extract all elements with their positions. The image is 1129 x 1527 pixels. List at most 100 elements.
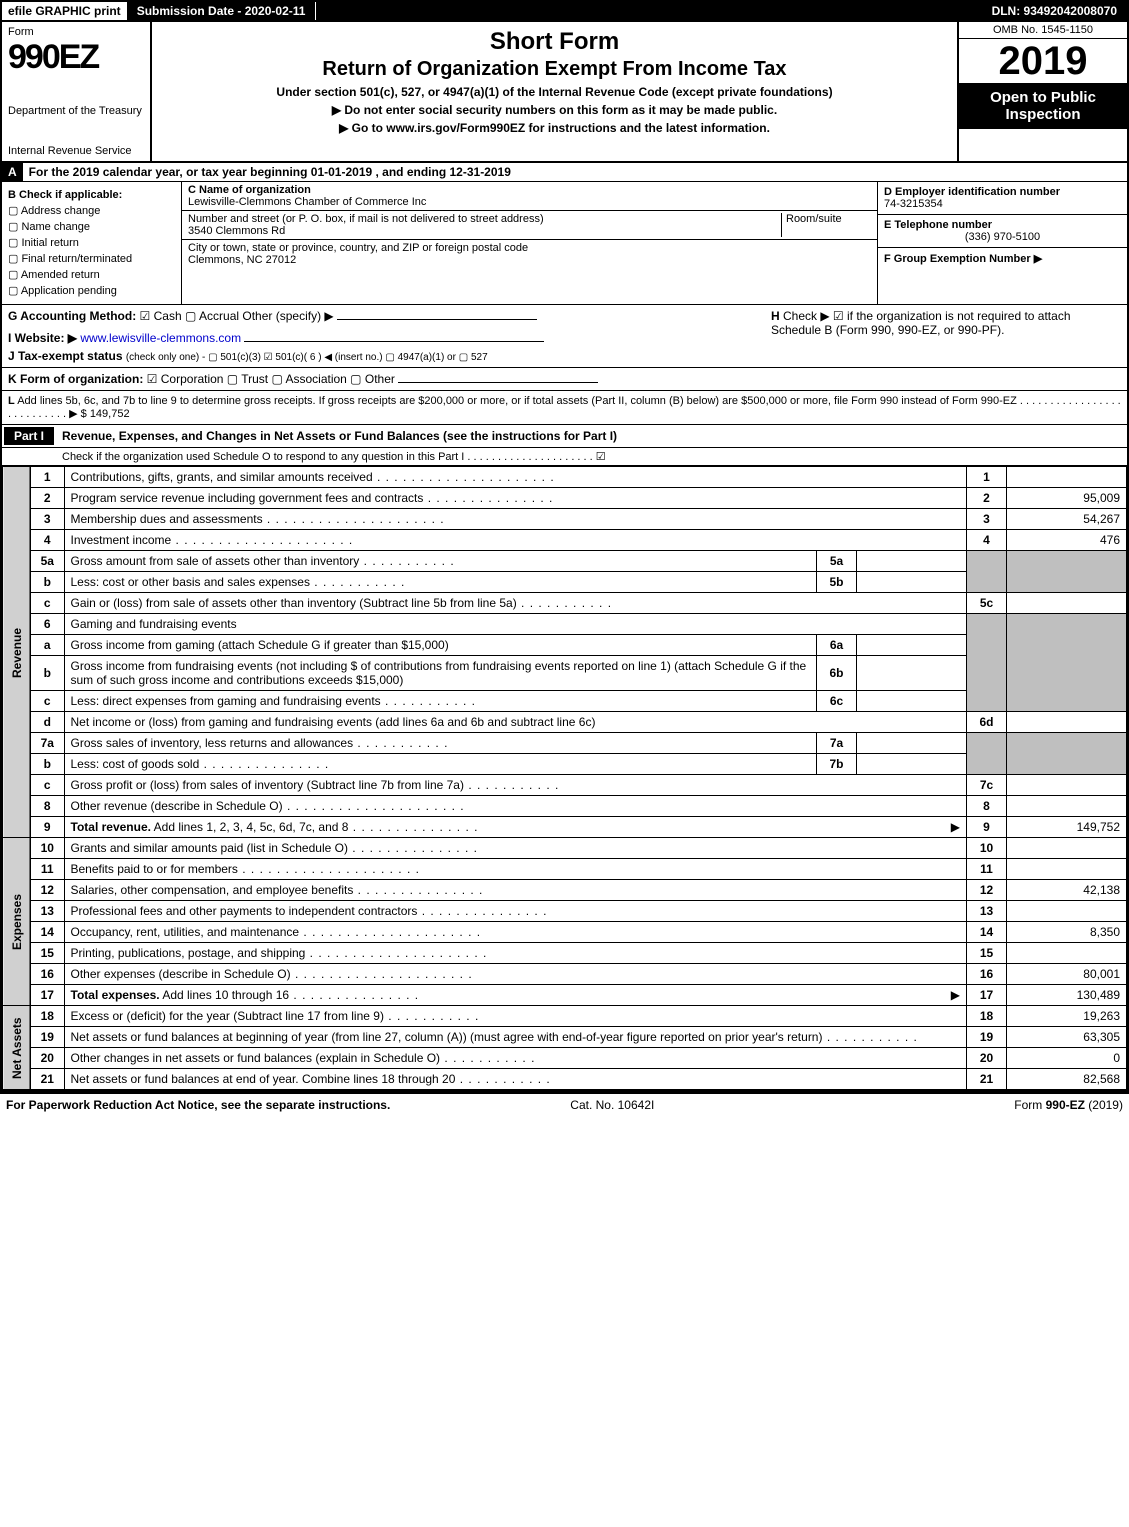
ln-19: 19 [30,1027,64,1048]
ln-5b: b [30,572,64,593]
website-link[interactable]: www.lewisville-clemmons.com [80,331,241,345]
ln-3-n: 3 [967,509,1007,530]
ln-13-text: Professional fees and other payments to … [71,904,548,918]
row-l: L Add lines 5b, 6c, and 7b to line 9 to … [2,391,1127,425]
ln-6c-sv [857,691,967,712]
room-suite: Room/suite [781,213,871,237]
ln-6a: a [30,635,64,656]
ln-21: 21 [30,1069,64,1090]
chk-name[interactable]: Name change [8,220,175,233]
ln-21-v: 82,568 [1007,1069,1127,1090]
ln-8-n: 8 [967,796,1007,817]
ln-7a-text: Gross sales of inventory, less returns a… [71,736,449,750]
ln-11: 11 [30,859,64,880]
entity-block: B Check if applicable: Address change Na… [2,182,1127,305]
ln-14-v: 8,350 [1007,922,1127,943]
ln-6d-v [1007,712,1127,733]
ln-18: 18 [30,1006,64,1027]
k-text: ☑ Corporation ▢ Trust ▢ Association ▢ Ot… [147,372,395,386]
chk-address[interactable]: Address change [8,204,175,217]
ln-13-v [1007,901,1127,922]
ln-13: 13 [30,901,64,922]
g-accrual[interactable]: Accrual [185,309,239,323]
open-public: Open to Public Inspection [959,83,1127,129]
l-text: Add lines 5b, 6c, and 7b to line 9 to de… [8,395,1121,420]
ln-14-text: Occupancy, rent, utilities, and maintena… [71,925,482,939]
boxes-def: D Employer identification number 74-3215… [877,182,1127,304]
side-revenue: Revenue [3,467,31,838]
ln-7a-sub: 7a [817,733,857,754]
chk-pending[interactable]: Application pending [8,284,175,297]
ln-6-text: Gaming and fundraising events [64,614,967,635]
ln-9-bold: Total revenue. [71,820,151,834]
ln-6a-text: Gross income from gaming (attach Schedul… [64,635,817,656]
ln-12: 12 [30,880,64,901]
ln-15-v [1007,943,1127,964]
ln-21-n: 21 [967,1069,1007,1090]
shade-5 [967,551,1007,593]
ln-16-v: 80,001 [1007,964,1127,985]
form-number: 990EZ [8,38,144,77]
ln-13-n: 13 [967,901,1007,922]
ln-19-n: 19 [967,1027,1007,1048]
l-label: L [8,395,15,407]
ln-4-n: 4 [967,530,1007,551]
ln-14-n: 14 [967,922,1007,943]
tax-year-range: For the 2019 calendar year, or tax year … [23,163,1127,181]
ln-8: 8 [30,796,64,817]
ln-16-text: Other expenses (describe in Schedule O) [71,967,473,981]
ln-18-text: Excess or (deficit) for the year (Subtra… [71,1009,480,1023]
ln-19-text: Net assets or fund balances at beginning… [71,1030,918,1044]
g-cash[interactable]: Cash [140,309,182,323]
sched-o-check: Check if the organization used Schedule … [2,448,1127,466]
row-k: K Form of organization: ☑ Corporation ▢ … [2,368,1127,391]
goto-link[interactable]: Go to www.irs.gov/Form990EZ for instruct… [160,121,949,135]
chk-initial[interactable]: Initial return [8,236,175,249]
cat-no: Cat. No. 10642I [570,1098,654,1112]
k-label: K Form of organization: [8,372,143,386]
ln-19-v: 63,305 [1007,1027,1127,1048]
chk-final[interactable]: Final return/terminated [8,252,175,265]
row-gh: G Accounting Method: Cash Accrual Other … [2,305,1127,368]
ln-17-n: 17 [967,985,1007,1006]
row-a: A For the 2019 calendar year, or tax yea… [2,163,1127,182]
part-1-title: Revenue, Expenses, and Changes in Net As… [56,427,1127,445]
form-header: Form 990EZ Department of the Treasury In… [2,22,1127,163]
g-other[interactable]: Other (specify) ▶ [242,309,333,323]
ln-2-v: 95,009 [1007,488,1127,509]
pra-notice: For Paperwork Reduction Act Notice, see … [6,1098,390,1112]
ln-7a: 7a [30,733,64,754]
box-c: C Name of organization Lewisville-Clemmo… [182,182,877,304]
g-label: G Accounting Method: [8,309,136,323]
ln-12-text: Salaries, other compensation, and employ… [71,883,484,897]
ln-6c-sub: 6c [817,691,857,712]
ln-4-v: 476 [1007,530,1127,551]
ln-10-v [1007,838,1127,859]
ln-17-v: 130,489 [1007,985,1127,1006]
form-ref: Form 990-EZ (2019) [1014,1098,1123,1112]
ln-17: 17 [30,985,64,1006]
ln-2: 2 [30,488,64,509]
dept-treasury: Department of the Treasury [8,105,144,117]
ln-7b-sub: 7b [817,754,857,775]
ln-18-n: 18 [967,1006,1007,1027]
ln-1-text: Contributions, gifts, grants, and simila… [71,470,555,484]
ln-7c-n: 7c [967,775,1007,796]
ln-7c: c [30,775,64,796]
label-a: A [2,163,23,181]
ln-7a-sv [857,733,967,754]
org-name: Lewisville-Clemmons Chamber of Commerce … [188,196,426,208]
ln-8-v [1007,796,1127,817]
form-label: Form [8,26,144,38]
ln-7b: b [30,754,64,775]
street: 3540 Clemmons Rd [188,225,285,237]
ln-12-n: 12 [967,880,1007,901]
ln-7b-text: Less: cost of goods sold [71,757,330,771]
ln-10-text: Grants and similar amounts paid (list in… [71,841,478,855]
submission-date: Submission Date - 2020-02-11 [127,2,317,20]
chk-amended[interactable]: Amended return [8,268,175,281]
ln-6: 6 [30,614,64,635]
ln-5b-text: Less: cost or other basis and sales expe… [71,575,406,589]
ln-6a-sv [857,635,967,656]
ln-3-text: Membership dues and assessments [71,512,445,526]
